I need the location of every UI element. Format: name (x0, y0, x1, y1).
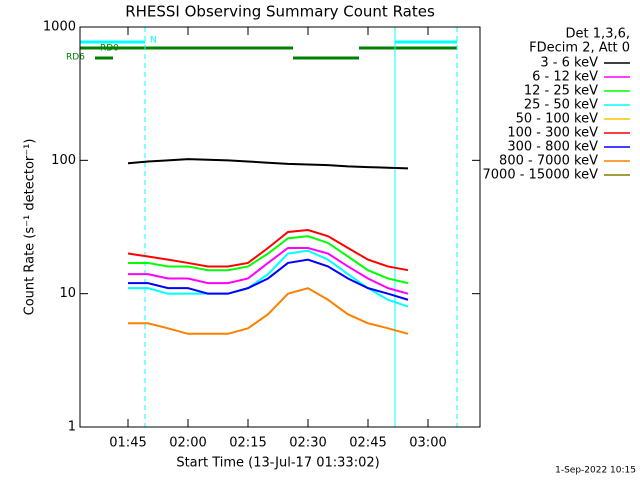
legend-label: 7000 - 15000 keV (483, 168, 599, 183)
y-tick-label: 1000 (43, 20, 76, 35)
legend-label: 50 - 100 keV (516, 112, 599, 127)
legend-label: 100 - 300 keV (507, 126, 598, 141)
flag-label: RD0 (100, 44, 119, 54)
plot-frame (79, 26, 481, 428)
flag-label: RD6 (66, 53, 85, 63)
legend-label: 12 - 25 keV (524, 84, 598, 99)
chart-title: RHESSI Observing Summary Count Rates (125, 3, 435, 21)
footer: 1-Sep-2022 10:15 (555, 466, 636, 476)
y-tick-label: 100 (51, 153, 76, 168)
x-tick-label: 02:30 (289, 436, 326, 451)
series-line (127, 158, 409, 170)
x-tick-label: 01:45 (109, 436, 146, 451)
legend-label: 6 - 12 keV (532, 70, 598, 85)
flag-bars (80, 40, 457, 60)
x-tick-label: 02:15 (229, 436, 266, 451)
flag-label: N (150, 36, 157, 46)
series-line (128, 258, 409, 301)
series-line (128, 287, 409, 335)
legend-header: Det 1,3,6, (566, 27, 630, 42)
x-axis-label: Start Time (13-Jul-17 01:33:02) (176, 456, 379, 471)
y-tick-label: 10 (59, 286, 76, 301)
legend-label: 25 - 50 keV (524, 98, 598, 113)
legend-label: 300 - 800 keV (507, 140, 598, 155)
x-tick-label: 02:00 (169, 436, 206, 451)
x-tick-label: 02:45 (349, 436, 386, 451)
y-axis-label: Count Rate (s⁻¹ detector⁻¹) (23, 139, 38, 316)
series-line (128, 249, 409, 308)
y-tick-label: 1 (68, 420, 76, 435)
series-line (127, 229, 409, 272)
x-tick-label: 03:00 (409, 436, 446, 451)
legend-label: 3 - 6 keV (540, 56, 598, 71)
series-line (128, 235, 409, 285)
legend-label: 800 - 7000 keV (499, 154, 598, 169)
legend-header: FDecim 2, Att 0 (529, 41, 630, 56)
series-line (128, 247, 409, 295)
